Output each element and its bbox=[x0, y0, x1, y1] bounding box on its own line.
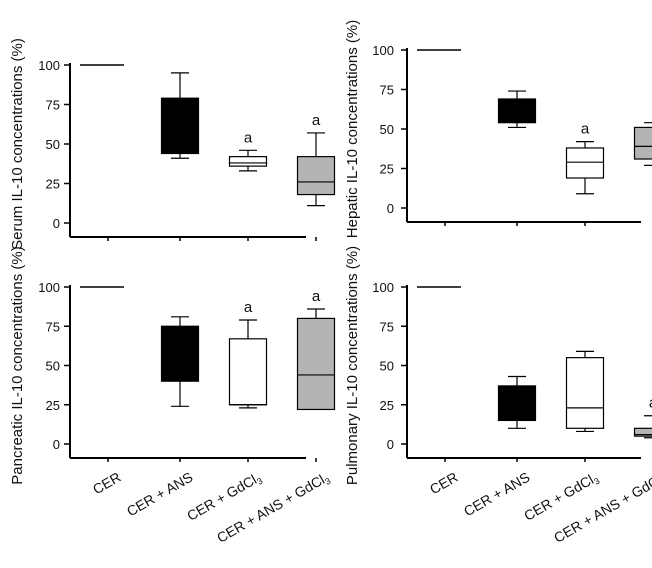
x-tick-label: CER + ANS + GdCl3 bbox=[214, 469, 332, 548]
y-tick-label: 50 bbox=[380, 122, 394, 137]
y-tick-label: 50 bbox=[46, 137, 60, 152]
box bbox=[567, 358, 604, 429]
y-axis-title: Pulmonary IL-10 concentrations (%) bbox=[344, 246, 361, 485]
box bbox=[567, 148, 604, 178]
y-tick-label: 0 bbox=[387, 437, 394, 452]
box bbox=[230, 339, 267, 405]
y-tick-label: 25 bbox=[46, 398, 60, 413]
x-tick-label: CER + ANS + GdCl3 bbox=[551, 469, 652, 548]
panel-bottom-right: 0 25 50 75 100 Pulmonary IL-10 concentrations… bbox=[344, 246, 652, 548]
significance-label: a bbox=[244, 129, 253, 146]
box bbox=[298, 318, 335, 409]
y-tick-label: 50 bbox=[46, 359, 60, 374]
y-axis-title: Hepatic IL-10 concentrations (%) bbox=[344, 20, 361, 238]
y-tick-label: 25 bbox=[380, 398, 394, 413]
box bbox=[499, 386, 536, 421]
significance-label: a bbox=[312, 288, 321, 305]
y-tick-label: 50 bbox=[380, 359, 394, 374]
significance-label: a bbox=[312, 112, 321, 129]
box bbox=[499, 99, 536, 123]
y-tick-label: 75 bbox=[380, 319, 394, 334]
y-tick-label: 0 bbox=[53, 216, 60, 231]
panel-top-right: 0 25 50 75 100 Hepatic IL-10 concentrations (… bbox=[344, 20, 652, 238]
y-tick-label: 75 bbox=[46, 319, 60, 334]
y-tick-label: 100 bbox=[38, 280, 60, 295]
x-tick-label: CER bbox=[427, 469, 461, 498]
panel-top-left: 0 25 50 75 100 Serum IL-10 concentrations (%)… bbox=[9, 38, 335, 250]
y-tick-label: 75 bbox=[46, 98, 60, 113]
significance-label: a bbox=[244, 299, 253, 316]
box bbox=[162, 98, 199, 153]
box bbox=[635, 127, 652, 159]
y-tick-label: 75 bbox=[380, 83, 394, 98]
y-tick-label: 25 bbox=[380, 162, 394, 177]
y-axis-title: Pancreatic IL-10 concentrations (%) bbox=[9, 246, 26, 484]
y-tick-label: 25 bbox=[46, 177, 60, 192]
box bbox=[162, 326, 199, 381]
y-tick-label: 100 bbox=[372, 280, 394, 295]
box bbox=[298, 157, 335, 195]
y-axis-title: Serum IL-10 concentrations (%) bbox=[9, 38, 26, 250]
y-tick-label: 100 bbox=[38, 58, 60, 73]
y-tick-label: 0 bbox=[387, 201, 394, 216]
panel-bottom-left: 0 25 50 75 100 Pancreatic IL-10 concentration… bbox=[9, 246, 335, 547]
significance-label: a bbox=[581, 121, 590, 138]
x-tick-label: CER bbox=[90, 469, 124, 498]
y-tick-label: 100 bbox=[372, 43, 394, 58]
y-tick-label: 0 bbox=[53, 437, 60, 452]
box bbox=[230, 157, 267, 166]
